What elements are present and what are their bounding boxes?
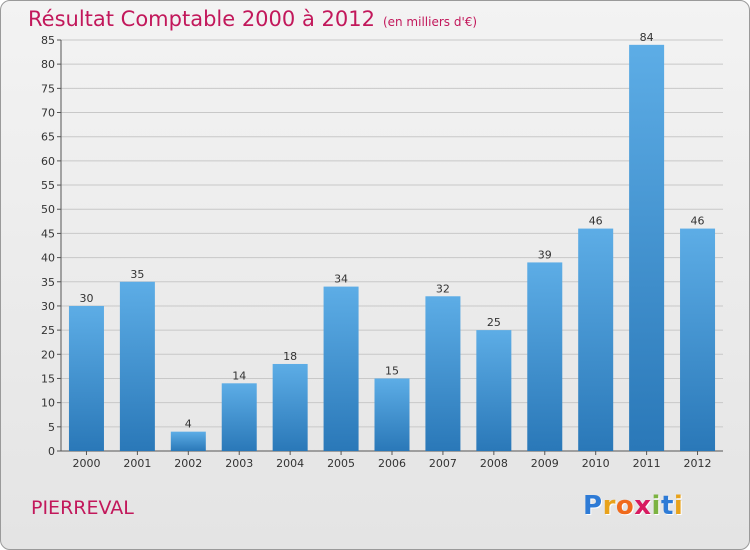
title-text: Résultat Comptable 2000 à 2012 [28, 7, 375, 31]
logo-letter: x [634, 491, 652, 521]
x-tick-label: 2005 [327, 457, 355, 470]
y-tick-label: 10 [41, 397, 55, 410]
x-tick-label: 2012 [684, 457, 712, 470]
y-tick-label: 85 [41, 34, 55, 47]
data-label: 25 [487, 316, 501, 329]
bar [272, 363, 308, 451]
x-tick-label: 2003 [225, 457, 253, 470]
data-label: 30 [79, 292, 93, 305]
y-tick-label: 30 [41, 300, 55, 313]
y-tick-label: 5 [48, 421, 55, 434]
proxiti-logo: Proxiti [583, 491, 683, 521]
data-label: 32 [436, 282, 450, 295]
x-tick-label: 2007 [429, 457, 457, 470]
x-tick-label: 2006 [378, 457, 406, 470]
data-label: 4 [185, 418, 192, 431]
bar [527, 262, 563, 451]
data-label: 84 [640, 31, 654, 44]
bar [119, 281, 155, 451]
y-tick-label: 45 [41, 227, 55, 240]
bar [221, 383, 257, 451]
bar [68, 305, 104, 451]
bar [680, 228, 716, 451]
data-label: 18 [283, 350, 297, 363]
y-tick-label: 20 [41, 348, 55, 361]
y-tick-label: 70 [41, 107, 55, 120]
x-tick-label: 2000 [72, 457, 100, 470]
x-tick-label: 2001 [123, 457, 151, 470]
x-tick-label: 2002 [174, 457, 202, 470]
bar [323, 286, 359, 451]
commune-name: PIERREVAL [31, 497, 134, 519]
y-tick-label: 75 [41, 82, 55, 95]
x-tick-label: 2004 [276, 457, 304, 470]
data-label: 34 [334, 273, 348, 286]
y-tick-label: 50 [41, 203, 55, 216]
logo-letter: o [615, 491, 635, 521]
x-tick-label: 2008 [480, 457, 508, 470]
x-tick-label: 2009 [531, 457, 559, 470]
bar [476, 330, 512, 451]
bar [629, 44, 665, 451]
y-tick-label: 80 [41, 58, 55, 71]
bar [425, 296, 461, 451]
chart-title: Résultat Comptable 2000 à 2012 (en millie… [28, 7, 477, 31]
y-tick-label: 55 [41, 179, 55, 192]
data-label: 39 [538, 248, 552, 261]
logo-letter: P [583, 491, 603, 521]
bar [170, 431, 206, 451]
x-tick-label: 2010 [582, 457, 610, 470]
y-tick-label: 0 [48, 445, 55, 458]
chart-subtitle: (en milliers d'€) [382, 15, 478, 29]
y-tick-label: 40 [41, 252, 55, 265]
y-tick-label: 25 [41, 324, 55, 337]
data-label: 46 [589, 215, 603, 228]
data-label: 46 [691, 215, 705, 228]
y-tick-label: 65 [41, 131, 55, 144]
x-tick-label: 2011 [633, 457, 661, 470]
data-label: 15 [385, 364, 399, 377]
bar [578, 228, 614, 451]
logo-letter: i [651, 491, 661, 521]
bar [374, 378, 410, 451]
y-tick-label: 35 [41, 276, 55, 289]
logo-letter: t [660, 491, 674, 521]
y-tick-label: 15 [41, 372, 55, 385]
logo-letter: i [673, 491, 684, 521]
data-label: 35 [130, 268, 144, 281]
logo-letter: r [602, 491, 616, 521]
data-label: 14 [232, 369, 246, 382]
y-tick-label: 60 [41, 155, 55, 168]
